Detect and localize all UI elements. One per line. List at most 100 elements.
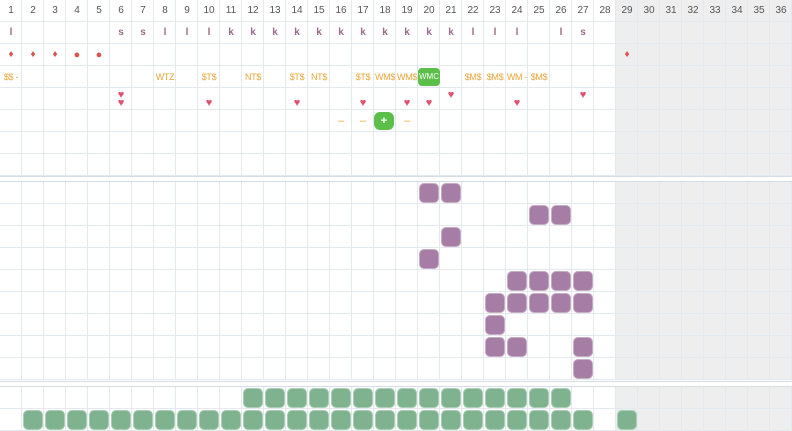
grid-cell[interactable]	[132, 248, 154, 270]
grid-cell[interactable]	[550, 182, 572, 204]
dash-marker[interactable]: –	[337, 115, 345, 127]
grid-cell[interactable]	[88, 132, 110, 154]
grid-cell[interactable]	[110, 22, 132, 44]
grid-cell[interactable]	[198, 292, 220, 314]
grid-cell[interactable]	[66, 44, 88, 66]
grid-cell[interactable]	[66, 88, 88, 110]
note-label[interactable]: NT$	[244, 72, 262, 82]
grid-cell[interactable]	[462, 248, 484, 270]
grid-cell[interactable]	[616, 66, 638, 88]
grid-cell[interactable]	[528, 204, 550, 226]
dot-icon[interactable]: ●	[95, 49, 103, 61]
grid-cell[interactable]	[220, 0, 242, 22]
grid-cell[interactable]	[704, 0, 726, 22]
grid-cell[interactable]	[308, 292, 330, 314]
grid-cell[interactable]	[330, 248, 352, 270]
green-blob[interactable]	[551, 388, 571, 408]
grid-cell[interactable]	[660, 182, 682, 204]
grid-cell[interactable]	[264, 88, 286, 110]
grid-cell[interactable]	[660, 387, 682, 409]
grid-cell[interactable]	[132, 88, 154, 110]
grid-cell[interactable]	[440, 358, 462, 380]
grid-cell[interactable]	[44, 204, 66, 226]
grid-cell[interactable]	[242, 226, 264, 248]
grid-cell[interactable]	[638, 182, 660, 204]
grid-cell[interactable]	[748, 44, 770, 66]
grid-cell[interactable]	[594, 22, 616, 44]
grid-cell[interactable]	[682, 409, 704, 431]
grid-cell[interactable]	[506, 270, 528, 292]
grid-cell[interactable]	[110, 292, 132, 314]
grid-cell[interactable]	[682, 336, 704, 358]
grid-cell[interactable]	[198, 22, 220, 44]
grid-cell[interactable]	[0, 0, 22, 22]
grid-cell[interactable]	[550, 22, 572, 44]
grid-cell[interactable]	[44, 22, 66, 44]
grid-cell[interactable]	[176, 182, 198, 204]
heart-icon[interactable]: ♥	[447, 89, 455, 101]
grid-cell[interactable]	[66, 22, 88, 44]
heart-icon[interactable]: ♥	[205, 97, 213, 109]
grid-cell[interactable]	[198, 336, 220, 358]
grid-cell[interactable]	[176, 292, 198, 314]
grid-cell[interactable]	[88, 358, 110, 380]
grid-cell[interactable]	[242, 66, 264, 88]
grid-cell[interactable]	[594, 110, 616, 132]
grid-cell[interactable]	[572, 182, 594, 204]
grid-cell[interactable]	[396, 44, 418, 66]
grid-cell[interactable]	[572, 22, 594, 44]
grid-cell[interactable]	[88, 182, 110, 204]
grid-cell[interactable]	[308, 22, 330, 44]
grid-cell[interactable]	[770, 292, 792, 314]
grid-cell[interactable]	[352, 88, 374, 110]
note-label[interactable]: $T$	[355, 72, 371, 82]
grid-cell[interactable]	[44, 110, 66, 132]
grid-cell[interactable]	[726, 270, 748, 292]
grid-cell[interactable]	[616, 0, 638, 22]
purple-blob[interactable]	[441, 227, 461, 247]
grid-cell[interactable]	[638, 66, 660, 88]
grid-cell[interactable]	[154, 336, 176, 358]
purple-blob[interactable]	[485, 293, 505, 313]
grid-cell[interactable]	[264, 154, 286, 176]
grid-cell[interactable]	[220, 358, 242, 380]
grid-cell[interactable]	[198, 226, 220, 248]
grid-cell[interactable]	[176, 44, 198, 66]
grid-cell[interactable]	[440, 66, 462, 88]
grid-cell[interactable]	[528, 387, 550, 409]
grid-cell[interactable]	[220, 182, 242, 204]
grid-cell[interactable]	[682, 66, 704, 88]
grid-cell[interactable]	[242, 182, 264, 204]
green-blob[interactable]	[507, 388, 527, 408]
grid-cell[interactable]	[638, 248, 660, 270]
grid-cell[interactable]	[352, 182, 374, 204]
grid-cell[interactable]	[22, 22, 44, 44]
grid-cell[interactable]	[396, 154, 418, 176]
grid-cell[interactable]	[88, 22, 110, 44]
grid-cell[interactable]	[726, 154, 748, 176]
grid-cell[interactable]	[22, 132, 44, 154]
grid-cell[interactable]	[462, 226, 484, 248]
grid-cell[interactable]	[286, 0, 308, 22]
grid-cell[interactable]	[176, 336, 198, 358]
grid-cell[interactable]	[572, 270, 594, 292]
grid-cell[interactable]	[418, 387, 440, 409]
grid-cell[interactable]	[726, 336, 748, 358]
grid-cell[interactable]	[418, 154, 440, 176]
grid-cell[interactable]	[572, 44, 594, 66]
grid-cell[interactable]	[88, 204, 110, 226]
grid-cell[interactable]	[110, 387, 132, 409]
grid-cell[interactable]	[0, 292, 22, 314]
grid-cell[interactable]	[22, 204, 44, 226]
grid-cell[interactable]	[682, 132, 704, 154]
grid-cell[interactable]	[264, 292, 286, 314]
grid-cell[interactable]	[22, 336, 44, 358]
note-label[interactable]: WM$	[396, 72, 418, 82]
green-blob[interactable]	[507, 410, 527, 430]
grid-cell[interactable]	[44, 226, 66, 248]
grid-cell[interactable]	[264, 358, 286, 380]
grid-cell[interactable]	[572, 248, 594, 270]
grid-cell[interactable]	[440, 22, 462, 44]
grid-cell[interactable]	[528, 132, 550, 154]
grid-cell[interactable]	[682, 0, 704, 22]
